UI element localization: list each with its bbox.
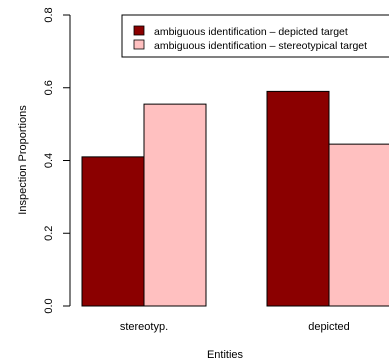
legend-box [121,14,389,58]
y-axis-label: Inspection Proportions [17,105,29,215]
y-tick-label: 0.8 [43,7,55,22]
legend-swatch-stereotypical [133,39,145,50]
bar-stereotypical-0 [143,103,207,307]
x-tick-label: stereotyp. [120,321,168,333]
x-tick-label: depicted [308,321,350,333]
bars-group [81,90,389,307]
y-tick-label: 0.0 [43,298,55,313]
bar-depicted-0 [81,156,145,307]
x-tick-labels: stereotyp. depicted [120,321,350,333]
y-tick-label: 0.4 [43,153,55,168]
legend-swatch-depicted [133,25,145,36]
y-tick-label: 0.6 [43,80,55,95]
legend: ambiguous identification – depicted targ… [121,14,389,58]
bar-depicted-1 [266,90,330,307]
bar-stereotypical-1 [328,143,389,307]
legend-label-stereotypical: ambiguous identification – stereotypical… [154,40,367,52]
x-axis-label: Entities [207,349,244,361]
y-tick-label: 0.2 [43,226,55,241]
legend-label-depicted: ambiguous identification – depicted targ… [154,26,348,38]
y-ticks: 0.0 0.2 0.4 0.6 0.8 [43,7,70,314]
